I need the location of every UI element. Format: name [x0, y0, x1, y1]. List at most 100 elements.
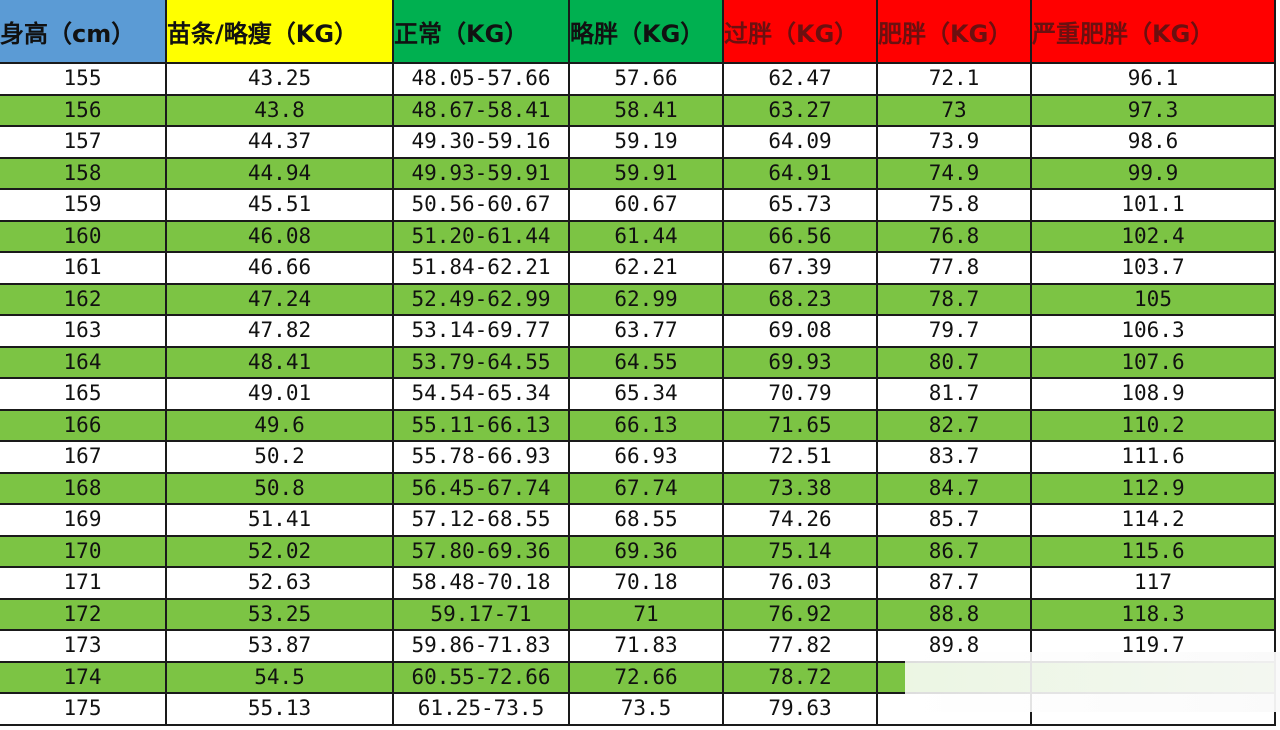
table-cell: 60.55-72.66: [392, 660, 570, 694]
table-cell: 59.86-71.83: [392, 629, 570, 663]
table-cell: 55.11-66.13: [392, 408, 570, 442]
table-row: 165 49.01 54.54-65.34 65.34 70.79 81.7 108.9: [0, 377, 1276, 411]
table-cell: 78.72: [722, 660, 878, 694]
table-cell: 55.78-66.93: [392, 440, 570, 474]
table-row: 169 51.41 57.12-68.55 68.55 74.26 85.7 114.2: [0, 503, 1276, 537]
table-cell: 160: [0, 219, 167, 253]
table-cell: 65.73: [722, 188, 878, 222]
watermark-overlay: [905, 652, 1280, 712]
table-cell: 64.91: [722, 156, 878, 190]
table-cell: 77.82: [722, 629, 878, 663]
table-cell: 73: [876, 93, 1032, 127]
table-cell: 83.7: [876, 440, 1032, 474]
column-header: 过胖（KG）: [722, 0, 878, 64]
table-cell: 60.67: [568, 188, 724, 222]
table-cell: 48.67-58.41: [392, 93, 570, 127]
table-row: 166 49.6 55.11-66.13 66.13 71.65 82.7 110.2: [0, 408, 1276, 442]
table-cell: 76.92: [722, 597, 878, 631]
table-cell: 58.48-70.18: [392, 566, 570, 600]
table-cell: 101.1: [1030, 188, 1276, 222]
table-cell: 44.94: [165, 156, 394, 190]
table-cell: 54.54-65.34: [392, 377, 570, 411]
table-row: 170 52.02 57.80-69.36 69.36 75.14 86.7 115.6: [0, 534, 1276, 568]
table-cell: 52.49-62.99: [392, 282, 570, 316]
table-cell: 169: [0, 503, 167, 537]
table-cell: 65.34: [568, 377, 724, 411]
table-cell: 175: [0, 692, 167, 726]
table-cell: 69.93: [722, 345, 878, 379]
table-row: 163 47.82 53.14-69.77 63.77 69.08 79.7 106.3: [0, 314, 1276, 348]
table-cell: 46.08: [165, 219, 394, 253]
table-cell: 43.25: [165, 62, 394, 96]
table-cell: 105: [1030, 282, 1276, 316]
table-cell: 56.45-67.74: [392, 471, 570, 505]
table-cell: 44.37: [165, 125, 394, 159]
table-cell: 99.9: [1030, 156, 1276, 190]
table-row: 155 43.25 48.05-57.66 57.66 62.47 72.1 96.1: [0, 62, 1276, 96]
table-cell: 49.01: [165, 377, 394, 411]
table-cell: 46.66: [165, 251, 394, 285]
table-cell: 47.24: [165, 282, 394, 316]
table-cell: 96.1: [1030, 62, 1276, 96]
table-cell: 79.7: [876, 314, 1032, 348]
table-cell: 102.4: [1030, 219, 1276, 253]
table-cell: 53.25: [165, 597, 394, 631]
table-cell: 66.56: [722, 219, 878, 253]
table-row: 159 45.51 50.56-60.67 60.67 65.73 75.8 101.1: [0, 188, 1276, 222]
table-cell: 55.13: [165, 692, 394, 726]
column-header: 肥胖（KG）: [876, 0, 1032, 64]
table-cell: 70.18: [568, 566, 724, 600]
table-cell: 110.2: [1030, 408, 1276, 442]
table-row: 168 50.8 56.45-67.74 67.74 73.38 84.7 112.9: [0, 471, 1276, 505]
table-cell: 52.02: [165, 534, 394, 568]
table-cell: 68.55: [568, 503, 724, 537]
header-row: 身高（cm） 苗条/略瘦（KG） 正常（KG） 略胖（KG） 过胖（KG） 肥胖（KG）严…: [0, 0, 1276, 64]
table-cell: 72.1: [876, 62, 1032, 96]
table-cell: 164: [0, 345, 167, 379]
table-cell: 157: [0, 125, 167, 159]
table-cell: 59.91: [568, 156, 724, 190]
column-header: 正常（KG）: [392, 0, 570, 64]
column-header: 身高（cm）: [0, 0, 167, 64]
table-cell: 117: [1030, 566, 1276, 600]
table-cell: 115.6: [1030, 534, 1276, 568]
table-cell: 72.66: [568, 660, 724, 694]
table-row: 167 50.2 55.78-66.93 66.93 72.51 83.7 111.6: [0, 440, 1276, 474]
table-cell: 48.05-57.66: [392, 62, 570, 96]
table-cell: 49.93-59.91: [392, 156, 570, 190]
table-cell: 111.6: [1030, 440, 1276, 474]
table-cell: 57.66: [568, 62, 724, 96]
table-cell: 88.8: [876, 597, 1032, 631]
table-cell: 58.41: [568, 93, 724, 127]
table-cell: 174: [0, 660, 167, 694]
table-cell: 86.7: [876, 534, 1032, 568]
table-cell: 47.82: [165, 314, 394, 348]
table-cell: 118.3: [1030, 597, 1276, 631]
table-cell: 70.79: [722, 377, 878, 411]
table-cell: 54.5: [165, 660, 394, 694]
table-cell: 71.65: [722, 408, 878, 442]
table-cell: 85.7: [876, 503, 1032, 537]
column-header: 苗条/略瘦（KG）: [165, 0, 394, 64]
table-row: 157 44.37 49.30-59.16 59.19 64.09 73.9 98.6: [0, 125, 1276, 159]
table-cell: 64.55: [568, 345, 724, 379]
table-cell: 53.79-64.55: [392, 345, 570, 379]
table-cell: 50.2: [165, 440, 394, 474]
table-cell: 53.87: [165, 629, 394, 663]
table-cell: 68.23: [722, 282, 878, 316]
table-cell: 166: [0, 408, 167, 442]
table-cell: 168: [0, 471, 167, 505]
table-cell: 67.39: [722, 251, 878, 285]
table-cell: 50.8: [165, 471, 394, 505]
table-cell: 50.56-60.67: [392, 188, 570, 222]
table-row: 156 43.8 48.67-58.41 58.41 63.27 73 97.3: [0, 93, 1276, 127]
table-cell: 61.25-73.5: [392, 692, 570, 726]
table-cell: 72.51: [722, 440, 878, 474]
table-cell: 79.63: [722, 692, 878, 726]
table-cell: 76.8: [876, 219, 1032, 253]
table-cell: 78.7: [876, 282, 1032, 316]
table-cell: 156: [0, 93, 167, 127]
table-cell: 103.7: [1030, 251, 1276, 285]
table-row: 160 46.08 51.20-61.44 61.44 66.56 76.8 102.4: [0, 219, 1276, 253]
